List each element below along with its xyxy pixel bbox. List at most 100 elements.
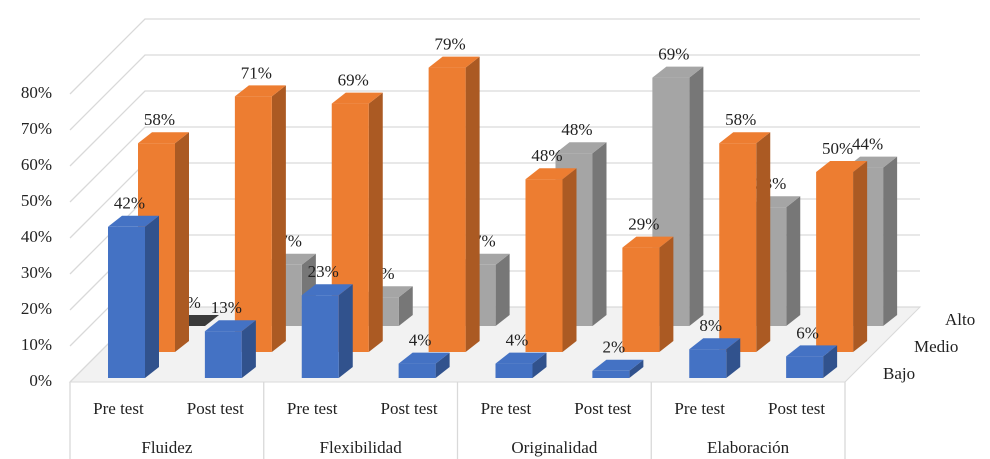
series-label: Medio (914, 337, 958, 356)
bar-top (428, 56, 480, 68)
bar-side (629, 359, 644, 378)
value-label: 48% (531, 146, 562, 165)
bar (689, 338, 741, 378)
bar-side (175, 132, 189, 352)
bar (525, 168, 577, 352)
bar (495, 352, 547, 378)
y-tick-label: 60% (21, 155, 52, 174)
value-label: 4% (506, 331, 529, 350)
bar-top (786, 345, 838, 357)
bar (398, 352, 450, 378)
value-label: 48% (561, 120, 592, 139)
value-label: 79% (435, 35, 466, 54)
grid-line (69, 126, 920, 203)
bar-side (398, 286, 413, 326)
bar-front (301, 295, 339, 378)
series-label: Alto (945, 310, 975, 329)
grid-line (69, 54, 920, 131)
grid-line (69, 90, 920, 167)
bar-top (331, 92, 383, 104)
bar-front (719, 143, 757, 352)
bar-top (234, 85, 286, 97)
bar-side (241, 320, 256, 378)
x-tick-label: Post test (380, 399, 437, 418)
bar-side (435, 352, 450, 378)
y-tick-label: 10% (21, 335, 52, 354)
bar-top (138, 132, 189, 144)
bar-side (823, 345, 838, 378)
bar-top (525, 168, 577, 180)
bar-top (592, 359, 644, 371)
value-label: 44% (852, 135, 883, 154)
bar-top (622, 236, 674, 248)
x-tick-label: Post test (768, 399, 825, 418)
value-label: 71% (241, 63, 272, 82)
group-label: Flexibilidad (320, 438, 403, 457)
bar-front (428, 67, 466, 352)
bar-side (689, 66, 704, 326)
bar-front (204, 331, 242, 378)
x-tick-label: Pre test (481, 399, 532, 418)
x-tick-label: Post test (574, 399, 631, 418)
value-label: 69% (658, 45, 689, 64)
bar-side (659, 236, 674, 352)
bar-side (756, 132, 771, 352)
bar-top (689, 338, 741, 350)
bar-top (301, 284, 353, 296)
bar-top (652, 66, 704, 78)
bar-side (465, 56, 480, 352)
y-tick-label: 20% (21, 299, 52, 318)
value-label: 58% (725, 110, 756, 129)
bar (816, 161, 868, 352)
group-label: Originalidad (511, 438, 597, 457)
y-tick-label: 40% (21, 227, 52, 246)
y-tick-label: 70% (21, 119, 52, 138)
bar-side (532, 352, 547, 378)
bar-front (398, 363, 436, 378)
bar-top (495, 352, 547, 364)
bar-side (883, 156, 898, 326)
bar (234, 85, 286, 353)
bar-side (853, 161, 868, 352)
x-tick-label: Pre test (674, 399, 725, 418)
group-label: Fluidez (141, 438, 192, 457)
value-label: 69% (338, 71, 369, 90)
bar (719, 132, 771, 352)
bar (108, 215, 159, 378)
x-tick-label: Post test (187, 399, 244, 418)
series-label: Bajo (883, 364, 915, 383)
value-label: 4% (409, 331, 432, 350)
bar-front (525, 179, 563, 352)
bar-side (726, 338, 741, 378)
bar-front (234, 96, 272, 353)
bar-side (368, 92, 383, 352)
bar-side (786, 196, 801, 326)
bar-side (271, 85, 286, 353)
bar-side (145, 215, 159, 378)
bar (786, 345, 838, 378)
bar-side (495, 253, 510, 326)
value-label: 2% (603, 338, 626, 357)
bar-top (555, 142, 607, 154)
bar-front (689, 349, 727, 378)
bar-front (592, 370, 630, 378)
bar-front (108, 226, 145, 378)
value-label: 6% (796, 323, 819, 342)
y-tick-label: 0% (29, 371, 52, 390)
value-label: 42% (114, 194, 145, 213)
value-label: 8% (699, 316, 722, 335)
y-tick-label: 30% (21, 263, 52, 282)
value-label: 50% (822, 139, 853, 158)
bar-front (495, 363, 533, 378)
bar-top (108, 215, 159, 227)
group-label: Elaboración (707, 438, 790, 457)
bar-top (816, 161, 868, 172)
bar-front (786, 356, 824, 378)
bar-side (592, 142, 607, 326)
bar-top (398, 352, 450, 364)
x-tick-label: Pre test (287, 399, 338, 418)
bar-top (719, 132, 771, 144)
bar (428, 56, 480, 352)
bar (592, 359, 644, 378)
